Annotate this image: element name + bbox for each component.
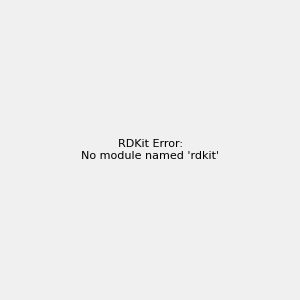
Text: RDKit Error:
No module named 'rdkit': RDKit Error: No module named 'rdkit' (81, 139, 219, 161)
